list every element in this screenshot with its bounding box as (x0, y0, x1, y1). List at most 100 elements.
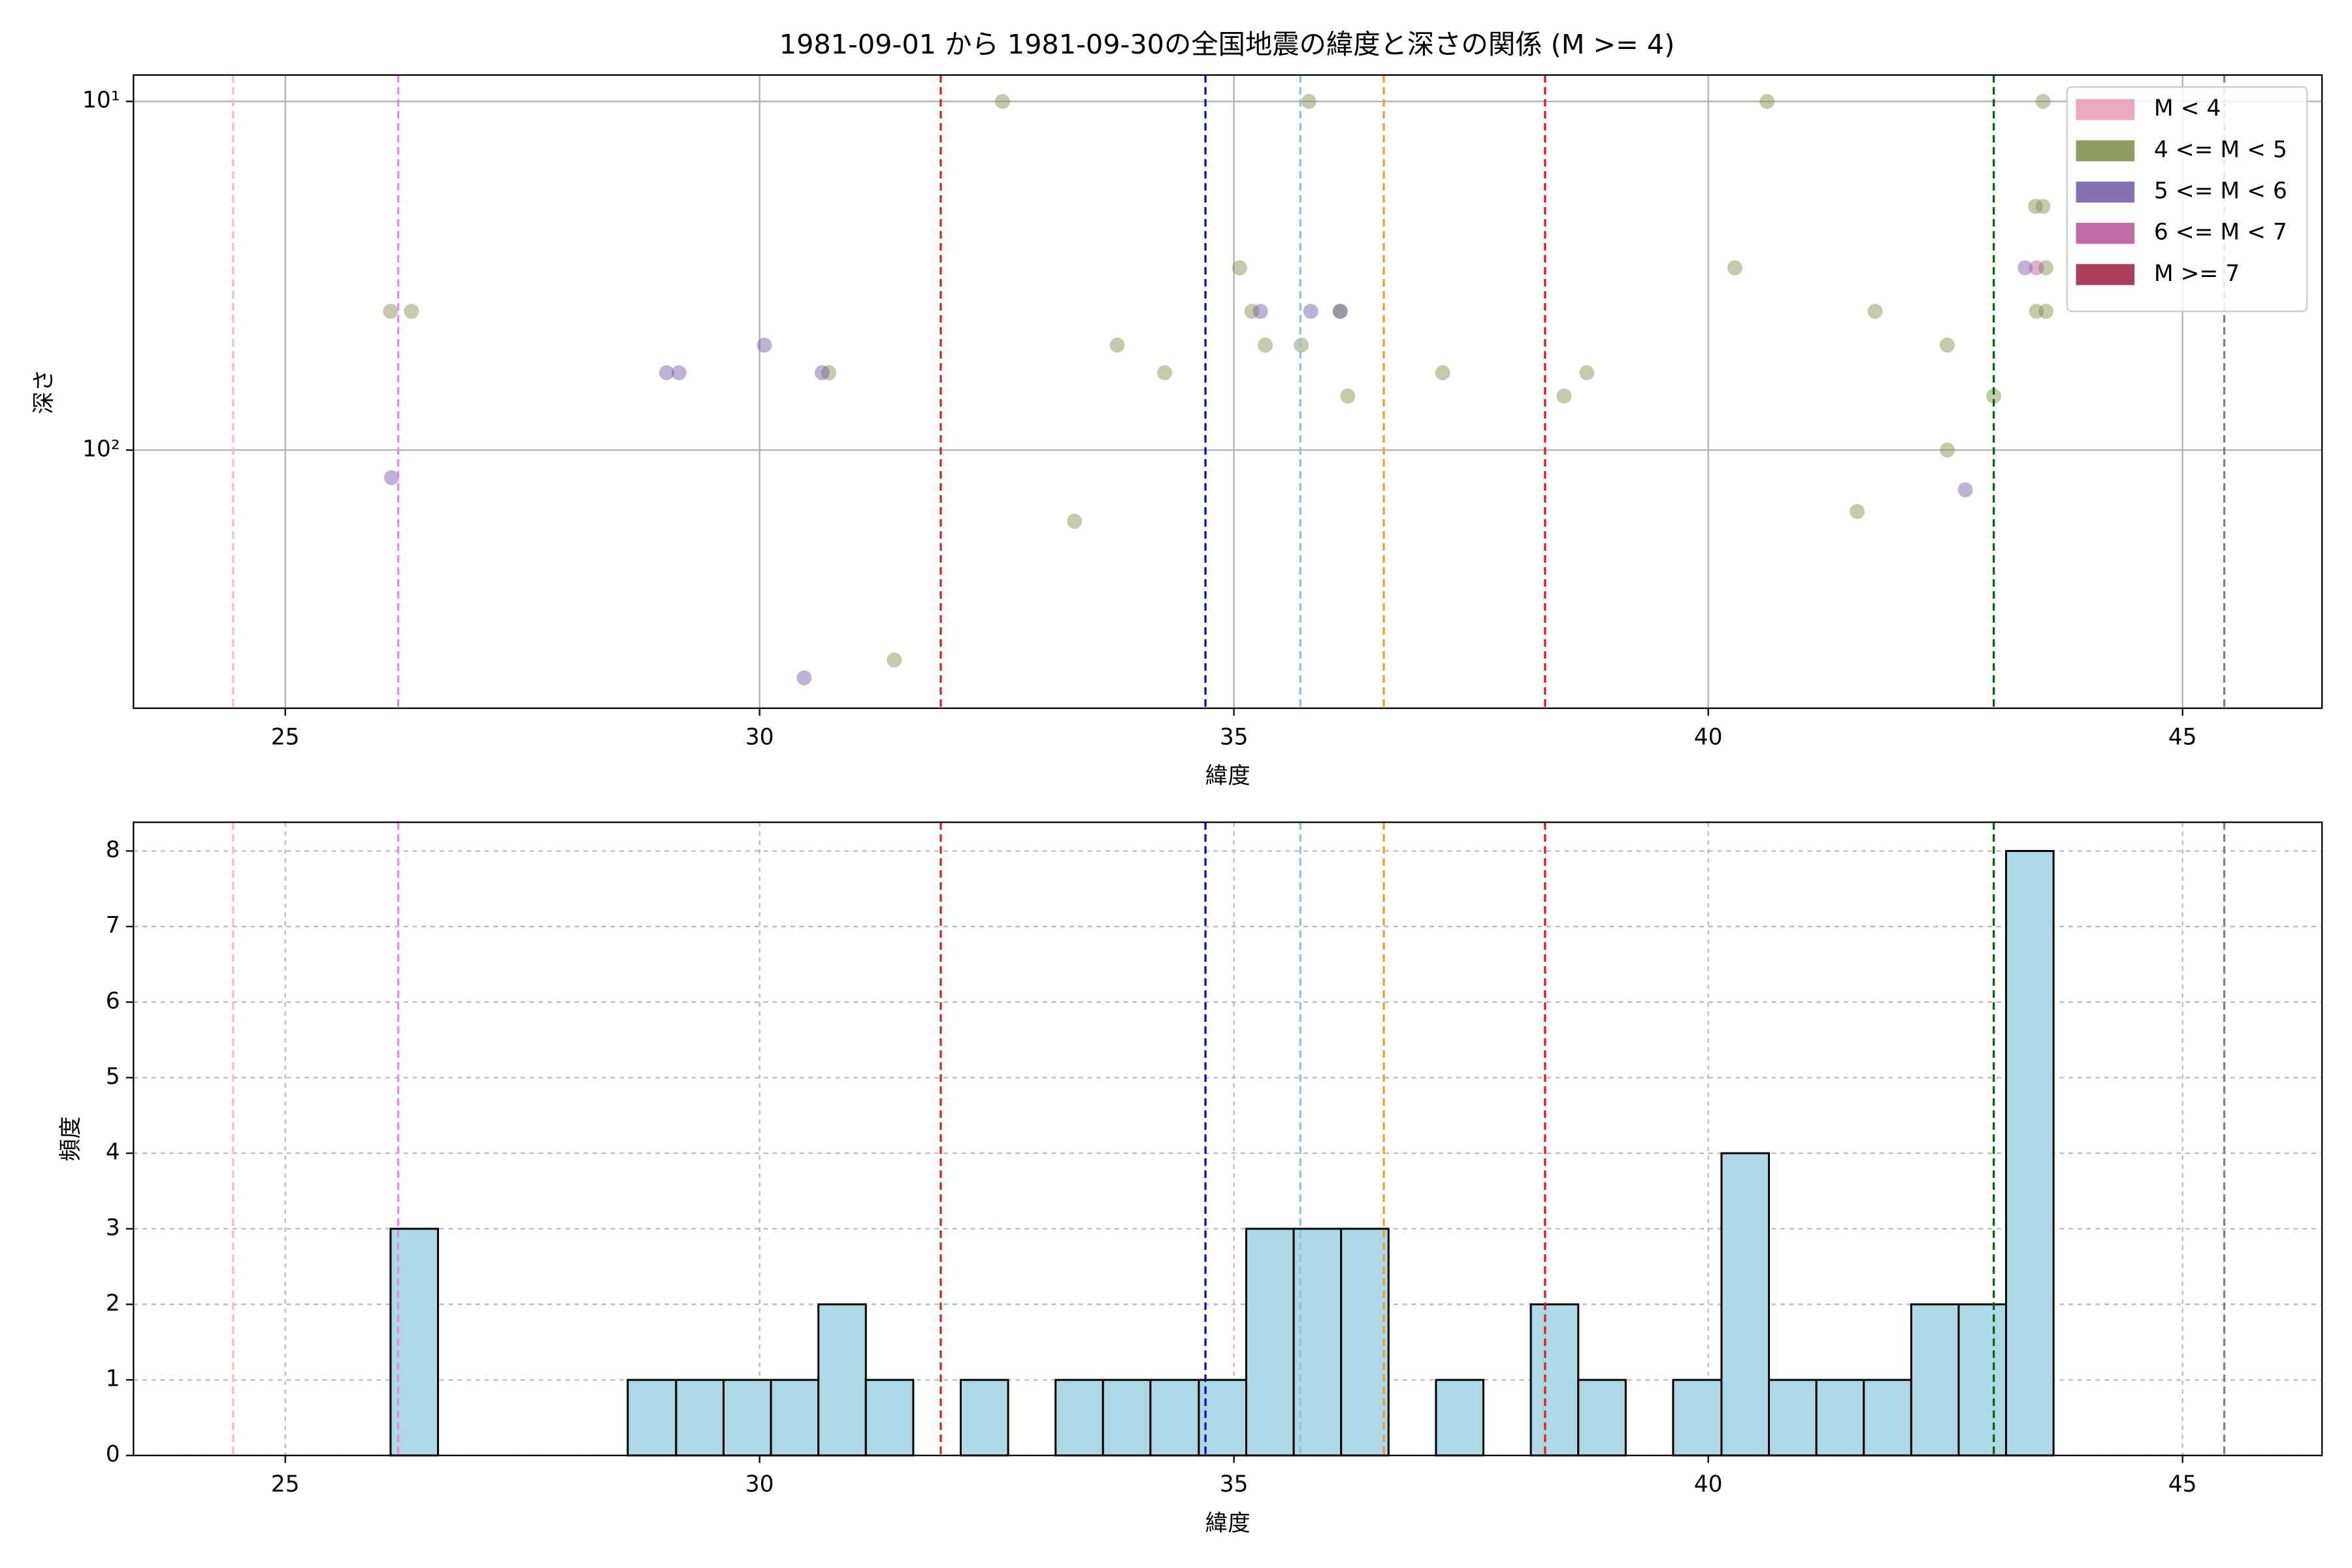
y-tick-label: 7 (106, 913, 120, 939)
scatter-point (1258, 337, 1273, 353)
scatter-point (383, 304, 399, 319)
scatter-point (1940, 442, 1955, 458)
legend-swatch (2076, 181, 2135, 203)
y-tick-label: 2 (106, 1290, 120, 1316)
histogram-bar (1245, 1228, 1295, 1457)
histogram-bar (1292, 1228, 1343, 1457)
y-tick-label: 10² (82, 436, 120, 462)
scatter-point (2029, 260, 2044, 276)
y-axis-label: 深さ (31, 369, 57, 414)
scatter-point (1986, 388, 2002, 404)
x-tick-label: 45 (2168, 724, 2197, 750)
x-tick-label: 25 (271, 1471, 300, 1497)
scatter-point (887, 652, 902, 668)
scatter-point (1556, 388, 1572, 404)
y-axis-label: 頻度 (58, 1117, 84, 1162)
scatter-point (994, 93, 1010, 109)
histogram-bar (1149, 1379, 1200, 1457)
scatter-point (671, 365, 687, 381)
scatter-point (404, 304, 419, 319)
scatter-point (1252, 304, 1268, 319)
scatter-point (2028, 199, 2044, 214)
histogram-bar (1529, 1303, 1580, 1457)
scatter-point (659, 365, 674, 381)
scatter-point (1940, 337, 1955, 353)
scatter-point (1067, 514, 1083, 529)
scatter-point (1340, 388, 1356, 404)
y-tick-label: 5 (106, 1064, 120, 1090)
scatter-point (384, 470, 399, 485)
y-tick-label: 0 (106, 1441, 120, 1467)
scatter-point (821, 365, 837, 381)
histogram-bar (2005, 850, 2055, 1457)
scatter-point (1232, 260, 1247, 276)
axes-frame (133, 821, 2323, 1456)
histogram-bar (1720, 1152, 1771, 1457)
histogram-bar (1957, 1303, 2008, 1457)
scatter-point (796, 670, 812, 685)
legend-swatch (2076, 99, 2135, 120)
x-tick-label: 30 (745, 724, 774, 750)
histogram-bar (1815, 1379, 1865, 1457)
scatter-point (2035, 93, 2051, 109)
scatter-point (1759, 93, 1775, 109)
y-tick-label: 3 (106, 1215, 120, 1241)
scatter-point (2038, 304, 2054, 319)
legend-label: 6 <= M < 7 (2154, 220, 2287, 246)
histogram-bar (1768, 1379, 1818, 1457)
scatter-point (757, 337, 772, 353)
x-tick-label: 25 (271, 724, 300, 750)
scatter-point (1157, 365, 1173, 381)
histogram-bar (1672, 1379, 1723, 1457)
scatter-point (1579, 365, 1595, 381)
scatter-point (1301, 93, 1316, 109)
y-tick-label: 8 (106, 837, 120, 863)
scatter-point (1332, 304, 1348, 319)
histogram-bar (959, 1379, 1009, 1457)
plot-area: 25 30 35 40 45 10¹ 10² 緯度 深さ M < 4 4 <= M < 5 5 <= … (31, 74, 2323, 789)
x-tick-label: 45 (2168, 1471, 2197, 1497)
y-tick-label: 4 (106, 1139, 120, 1166)
scatter-point (1303, 304, 1318, 319)
x-tick-label: 30 (745, 1471, 774, 1497)
scatter-point (1244, 304, 1260, 319)
axes-frame (133, 74, 2323, 710)
x-tick-label: 35 (1220, 724, 1249, 750)
scatter-point (2017, 260, 2033, 276)
scatter-point (815, 365, 830, 381)
legend-swatch (2076, 264, 2135, 286)
scatter-point (1850, 504, 1865, 519)
legend-swatch (2076, 223, 2135, 244)
scatter-point (1109, 337, 1125, 353)
scatter-point (1332, 304, 1348, 319)
legend-label: M < 4 (2154, 95, 2221, 122)
y-tick-label: 6 (106, 988, 120, 1014)
histogram-bar (1435, 1379, 1485, 1457)
histogram-bar (770, 1379, 820, 1457)
histogram-bar (817, 1303, 867, 1457)
legend-label: 5 <= M < 6 (2154, 178, 2287, 204)
scatter-point (1867, 304, 1883, 319)
x-tick-label: 35 (1220, 1471, 1249, 1497)
histogram-bar (627, 1379, 678, 1457)
y-tick-label: 1 (106, 1366, 120, 1392)
scatter-point (2029, 304, 2044, 319)
x-axis-label: 緯度 (1205, 1511, 1250, 1537)
histogram-bar (1577, 1379, 1627, 1457)
scatter-point (2038, 260, 2054, 276)
legend-label: M >= 7 (2154, 261, 2240, 287)
legend-swatch (2076, 140, 2135, 161)
scatter-point (1435, 365, 1450, 381)
histogram-bar (1910, 1303, 1960, 1457)
chart-title: 1981-09-01 から 1981-09-30の全国地震の緯度と深さの関係 (… (779, 29, 1675, 60)
x-axis-label: 緯度 (1205, 763, 1250, 789)
scatter-point (1957, 482, 1973, 498)
histogram-bar (1863, 1379, 1912, 1457)
histogram-bar (1054, 1379, 1104, 1457)
scatter-point (1727, 260, 1742, 276)
histogram-bar (675, 1379, 725, 1457)
scatter-point (2035, 199, 2051, 214)
